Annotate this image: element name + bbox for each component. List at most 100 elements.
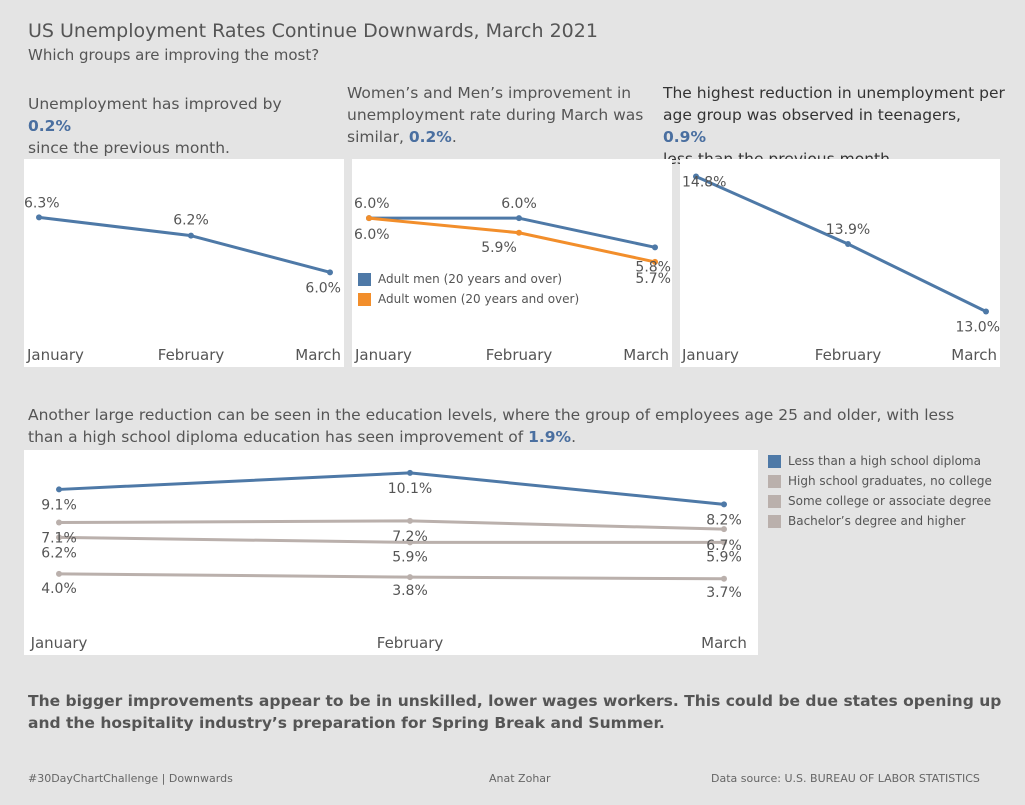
x-tick-label: February xyxy=(377,634,444,652)
overall-note-text-2: since the previous month. xyxy=(28,139,230,157)
series-line xyxy=(57,572,726,581)
x-tick-label: February xyxy=(158,346,225,364)
data-label: 7.1% xyxy=(41,531,77,547)
conclusion-text: The bigger improvements appear to be in … xyxy=(28,692,1002,732)
gender-legend: Adult men (20 years and over) Adult wome… xyxy=(358,269,579,309)
data-point xyxy=(721,526,727,533)
data-label: 5.9% xyxy=(392,549,428,565)
education-chart-panel: 9.1% 10.1% 8.2% 7.1% 7.2% 6.7% 6.2% 5.9% 5.9% 4.0… xyxy=(24,450,758,655)
data-point xyxy=(845,241,851,247)
gender-chart-panel: 6.0% 6.0% 5.8% 6.0% 5.9% 5.7% January February M… xyxy=(352,159,672,367)
data-point xyxy=(366,215,372,222)
data-label: 4.0% xyxy=(41,581,77,597)
data-point xyxy=(56,486,62,493)
data-label: 6.0% xyxy=(501,196,537,212)
data-point xyxy=(407,517,413,524)
page-title: US Unemployment Rates Continue Downwards… xyxy=(28,20,598,42)
overall-note-text: Unemployment has improved by xyxy=(28,95,282,113)
legend-label: High school graduates, no college xyxy=(788,474,992,488)
data-label: 6.7% xyxy=(706,538,742,554)
teen-note-value: 0.9% xyxy=(663,128,706,146)
data-label: 13.9% xyxy=(826,222,870,238)
data-point xyxy=(56,570,62,577)
data-label: 6.0% xyxy=(354,196,390,212)
gender-note-value: 0.2% xyxy=(408,128,452,146)
teen-chart-panel: 14.8% 13.9% 13.0% January February March xyxy=(680,159,1000,367)
data-point xyxy=(56,534,62,541)
data-label: 13.0% xyxy=(956,320,1000,336)
x-tick-label: January xyxy=(354,346,412,364)
legend-swatch xyxy=(358,292,371,306)
education-note-text: Another large reduction can be seen in t… xyxy=(28,406,955,446)
data-label: 5.9% xyxy=(481,240,517,256)
footer-source: Data source: U.S. BUREAU OF LABOR STATIS… xyxy=(711,772,980,785)
legend-item-women: Adult women (20 years and over) xyxy=(358,289,579,309)
legend-swatch xyxy=(768,454,781,468)
x-tick-label: March xyxy=(701,634,747,652)
overall-chart: 6.3% 6.2% 6.0% January February March xyxy=(24,195,341,364)
data-label: 6.3% xyxy=(24,195,60,211)
data-label: 3.8% xyxy=(392,583,428,599)
overall-note-value: 0.2% xyxy=(28,117,71,135)
data-label: 7.2% xyxy=(392,529,428,545)
teen-chart: 14.8% 13.9% 13.0% January February March xyxy=(681,173,1000,364)
teen-note-text: The highest reduction in unemployment pe… xyxy=(663,84,1005,124)
legend-label: Adult women (20 years and over) xyxy=(378,292,580,306)
legend-item-hs-grad: High school graduates, no college xyxy=(768,471,992,491)
overall-chart-panel: 6.3% 6.2% 6.0% January February March xyxy=(24,159,344,367)
x-tick-label: January xyxy=(681,346,739,364)
data-point xyxy=(652,244,658,251)
legend-item-less-than-hs: Less than a high school diploma xyxy=(768,451,992,471)
data-label: 14.8% xyxy=(682,175,726,191)
legend-label: Some college or associate degree xyxy=(788,494,992,508)
gender-note-text: Women’s and Men’s improvement in unemplo… xyxy=(347,84,644,146)
teen-note: The highest reduction in unemployment pe… xyxy=(663,82,1008,170)
data-point xyxy=(327,269,333,276)
legend-item-bachelor: Bachelor’s degree and higher xyxy=(768,511,992,531)
data-point xyxy=(721,539,727,546)
legend-label: Bachelor’s degree and higher xyxy=(788,514,966,528)
data-point xyxy=(407,574,413,581)
overall-note: Unemployment has improved by 0.2% since … xyxy=(28,93,328,159)
data-label: 6.0% xyxy=(305,280,341,296)
data-point xyxy=(516,229,522,236)
page-subtitle: Which groups are improving the most? xyxy=(28,46,320,64)
x-tick-label: January xyxy=(30,634,88,652)
data-point xyxy=(407,539,413,546)
gender-note: Women’s and Men’s improvement in unemplo… xyxy=(347,82,647,148)
education-note: Another large reduction can be seen in t… xyxy=(28,404,988,448)
data-point xyxy=(56,519,62,526)
x-tick-label: March xyxy=(623,346,669,364)
data-label: 6.2% xyxy=(41,545,77,561)
data-point xyxy=(36,214,42,221)
data-point xyxy=(721,501,727,508)
footer-left: #30DayChartChallenge | Downwards xyxy=(28,772,233,785)
data-point xyxy=(721,575,727,582)
data-point xyxy=(516,215,522,222)
legend-item-men: Adult men (20 years and over) xyxy=(358,269,579,289)
data-point xyxy=(188,232,194,239)
x-tick-label: February xyxy=(815,346,882,364)
x-tick-label: February xyxy=(486,346,553,364)
legend-label: Less than a high school diploma xyxy=(788,454,981,468)
education-chart: 9.1% 10.1% 8.2% 7.1% 7.2% 6.7% 6.2% 5.9% 5.9% 4.0… xyxy=(30,469,747,652)
data-label: 8.2% xyxy=(706,512,742,528)
legend-item-some-college: Some college or associate degree xyxy=(768,491,992,511)
data-label: 6.2% xyxy=(173,213,209,229)
data-label: 5.9% xyxy=(706,549,742,565)
data-label: 5.7% xyxy=(635,271,671,287)
legend-label: Adult men (20 years and over) xyxy=(378,272,563,286)
education-legend: Less than a high school diploma High sch… xyxy=(768,451,992,531)
data-label: 9.1% xyxy=(41,497,77,513)
x-tick-label: January xyxy=(26,346,84,364)
series-line xyxy=(694,175,988,313)
legend-swatch xyxy=(768,494,781,508)
data-label: 6.0% xyxy=(354,227,390,243)
gender-note-end: . xyxy=(451,128,457,146)
legend-swatch xyxy=(768,514,781,528)
data-label: 5.8% xyxy=(635,259,671,275)
legend-swatch xyxy=(358,272,371,286)
x-tick-label: March xyxy=(295,346,341,364)
data-label: 10.1% xyxy=(388,481,432,497)
data-point xyxy=(407,469,413,476)
